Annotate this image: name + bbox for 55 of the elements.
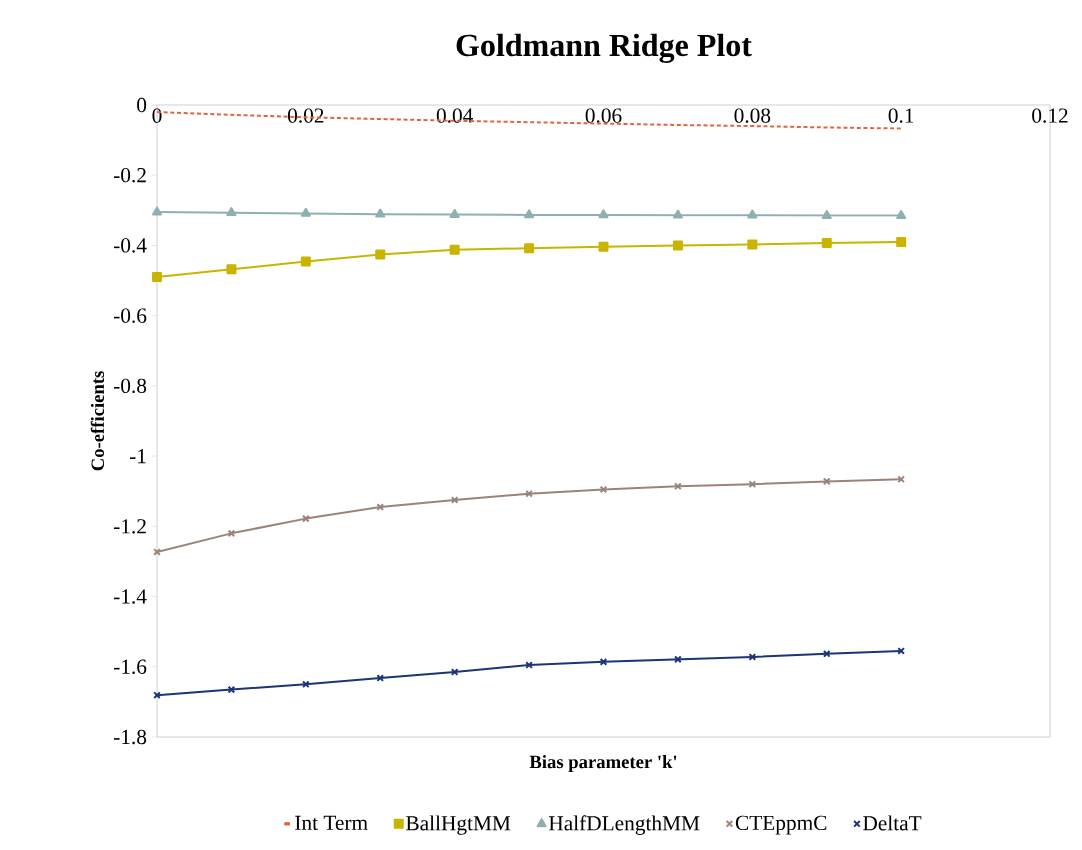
x-tick-label: 0.1: [888, 108, 914, 123]
y-tick-label: -1.6: [113, 659, 147, 674]
point: [896, 209, 907, 219]
point: [227, 529, 236, 538]
x-tick-label: 0.02: [287, 108, 324, 123]
x-tick-label: 0.12: [1032, 108, 1068, 123]
point: [226, 264, 237, 275]
point: [227, 685, 236, 694]
point: [747, 239, 758, 250]
point: [674, 482, 682, 491]
point: [226, 207, 237, 217]
legend-label: BallHgtMM: [406, 815, 511, 835]
y-tick-label: -1.8: [113, 729, 147, 745]
x-axis-title: Bias parameter 'k': [529, 755, 677, 772]
y-tick-label: -1.2: [113, 519, 146, 534]
point: [821, 237, 832, 248]
y-tick-label: -0.2: [113, 167, 146, 183]
point: [524, 243, 535, 254]
y-tick-label: -0.6: [113, 308, 147, 323]
point: [151, 206, 163, 216]
point: [300, 256, 311, 267]
point: [896, 236, 907, 247]
point: [375, 249, 386, 260]
point: [822, 477, 831, 486]
point: [449, 208, 460, 218]
point: [598, 241, 609, 252]
chart-title: Goldmann Ridge Plot: [456, 33, 752, 63]
y-tick-label: 0: [137, 97, 147, 113]
legend-label: DeltaT: [863, 815, 922, 831]
legend-label: CTEppmC: [735, 815, 827, 835]
point: [598, 209, 609, 219]
point: [599, 658, 608, 666]
y-tick-label: -0.8: [113, 378, 147, 394]
point: [599, 485, 608, 494]
point: [375, 208, 386, 218]
y-tick-label: -0.4: [113, 238, 147, 253]
y-axis-title: Co-efficients: [90, 371, 105, 471]
x-tick-label: 0: [152, 108, 162, 123]
x-tick-label: 0.04: [436, 108, 473, 123]
point: [672, 209, 683, 219]
legend-label: HalfDLengthMM: [548, 815, 700, 835]
legend-label: Int Term: [295, 815, 368, 830]
y-tick-label: -1.4: [113, 589, 147, 604]
point: [449, 244, 460, 255]
point: [747, 209, 758, 219]
point: [672, 240, 683, 251]
point: [524, 209, 535, 219]
point: [748, 653, 757, 661]
x-tick-label: 0.06: [585, 108, 622, 123]
y-tick-label: -1: [129, 449, 146, 464]
point: [152, 272, 162, 283]
point: [300, 207, 311, 217]
point: [450, 668, 459, 676]
point: [821, 209, 832, 219]
x-tick-label: 0.08: [734, 108, 771, 123]
